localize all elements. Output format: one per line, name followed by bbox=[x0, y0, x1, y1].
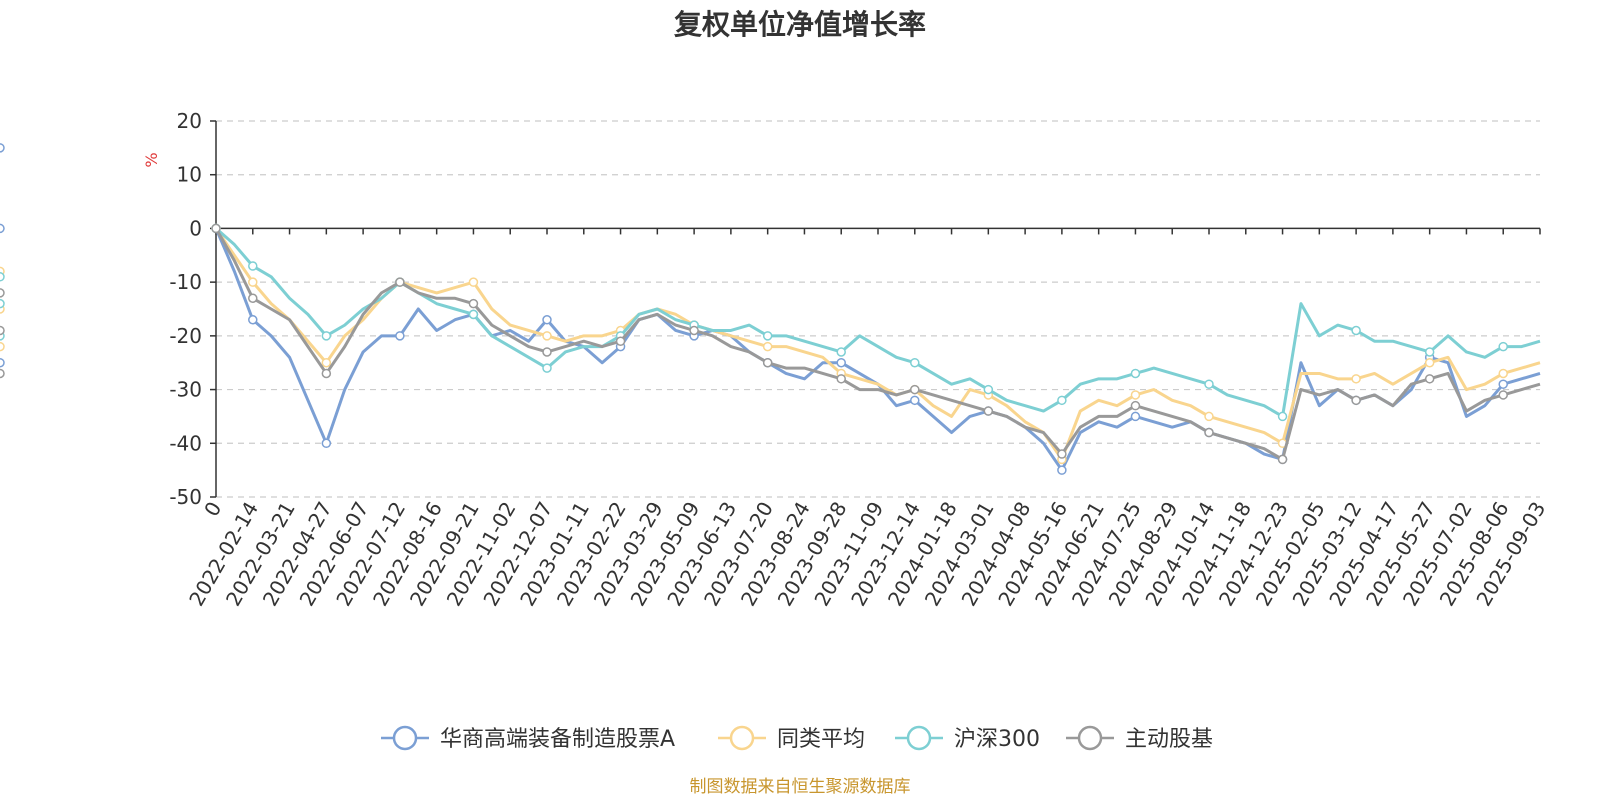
series-line-3 bbox=[214, 227, 1541, 461]
series-point bbox=[1277, 454, 1288, 465]
y-tick-label: 0 bbox=[189, 216, 202, 240]
legend-label: 沪深300 bbox=[954, 727, 1040, 752]
legend[interactable]: 华商高端装备制造股票A 同类平均 沪深300 主动股基 bbox=[381, 725, 1213, 752]
series-point bbox=[395, 331, 405, 341]
x-tick-label: 0 bbox=[199, 498, 226, 521]
legend-label: 华商高端装备制造股票A bbox=[440, 727, 675, 752]
series-point bbox=[762, 341, 773, 352]
series-point bbox=[248, 261, 258, 271]
series-point bbox=[1204, 379, 1214, 389]
y-axis-unit: % bbox=[142, 152, 161, 167]
series-point bbox=[395, 277, 405, 287]
series-point bbox=[248, 293, 258, 304]
series-point bbox=[762, 357, 773, 368]
series-point bbox=[468, 309, 479, 320]
series-point bbox=[248, 277, 258, 287]
series-point bbox=[1130, 368, 1141, 379]
legend-marker bbox=[906, 725, 932, 751]
series-point bbox=[1498, 390, 1508, 400]
series-point bbox=[0, 223, 5, 234]
series-point bbox=[1057, 395, 1067, 406]
y-tick-label: -50 bbox=[169, 485, 202, 509]
series-point bbox=[0, 325, 5, 336]
series-point bbox=[1351, 325, 1361, 336]
series-point bbox=[762, 331, 773, 341]
legend-item-0[interactable]: 华商高端装备制造股票A bbox=[381, 725, 675, 752]
series-point bbox=[0, 298, 5, 309]
y-tick-label: -40 bbox=[169, 431, 202, 455]
series-point bbox=[468, 277, 479, 287]
series-point bbox=[211, 223, 221, 234]
series-point bbox=[321, 368, 332, 379]
gridlines bbox=[216, 120, 1540, 498]
series-lines bbox=[0, 143, 1541, 475]
series-point bbox=[542, 331, 552, 341]
series-point bbox=[1130, 400, 1141, 411]
series-point bbox=[1424, 347, 1435, 357]
series-point bbox=[0, 143, 5, 153]
series-point bbox=[836, 357, 846, 368]
series-point bbox=[0, 272, 5, 282]
legend-label: 同类平均 bbox=[777, 727, 865, 752]
series-point bbox=[1057, 465, 1067, 475]
legend-item-2[interactable]: 沪深300 bbox=[895, 725, 1040, 752]
series-point bbox=[321, 357, 332, 368]
legend-marker bbox=[729, 725, 755, 751]
series-point bbox=[0, 368, 5, 379]
series-line-0 bbox=[214, 227, 1541, 472]
y-tick-label: -20 bbox=[169, 324, 202, 348]
legend-item-1[interactable]: 同类平均 bbox=[718, 725, 865, 752]
series-point bbox=[0, 341, 5, 352]
series-point bbox=[1057, 449, 1067, 459]
series-point bbox=[836, 374, 846, 384]
series-point bbox=[1204, 411, 1214, 422]
series-point bbox=[615, 336, 626, 346]
series-point bbox=[836, 347, 846, 357]
series-point bbox=[1424, 374, 1435, 384]
series-point bbox=[1130, 411, 1141, 422]
series-point bbox=[0, 357, 5, 368]
chart-title: 复权单位净值增长率 bbox=[674, 8, 926, 41]
series-point bbox=[1277, 411, 1288, 422]
series-point bbox=[542, 314, 552, 325]
legend-marker bbox=[1077, 725, 1103, 751]
y-tick-label: -30 bbox=[169, 378, 202, 402]
source-note: 制图数据来自恒生聚源数据库 bbox=[690, 777, 911, 797]
series-point bbox=[689, 325, 699, 336]
series-point bbox=[910, 384, 920, 395]
series-point bbox=[1424, 357, 1435, 368]
series-point bbox=[321, 331, 332, 341]
legend-label: 主动股基 bbox=[1125, 727, 1213, 752]
series-point bbox=[542, 363, 552, 373]
series-point bbox=[1498, 379, 1508, 389]
series-point bbox=[1130, 390, 1141, 400]
series-point bbox=[910, 395, 920, 406]
series-point bbox=[1498, 341, 1508, 352]
series-point bbox=[983, 406, 994, 416]
series-point bbox=[468, 298, 479, 309]
axes: 20100-10-20-30-40-5002022-02-142022-03-2… bbox=[169, 109, 1550, 610]
series-point bbox=[1498, 368, 1508, 379]
legend-item-3[interactable]: 主动股基 bbox=[1066, 725, 1213, 752]
series-line-1 bbox=[214, 227, 1541, 461]
series-point bbox=[983, 384, 994, 395]
y-tick-label: 20 bbox=[177, 109, 202, 133]
series-point bbox=[1204, 427, 1214, 438]
series-point bbox=[321, 438, 332, 449]
series-point bbox=[248, 314, 258, 325]
y-tick-label: 10 bbox=[177, 163, 202, 187]
legend-marker bbox=[392, 725, 418, 751]
series-line-2 bbox=[215, 227, 1541, 418]
series-point bbox=[542, 347, 552, 357]
series-point bbox=[0, 288, 5, 298]
series-point bbox=[910, 357, 920, 368]
series-point bbox=[1351, 374, 1361, 384]
series-point bbox=[1351, 395, 1361, 406]
y-tick-label: -10 bbox=[169, 270, 202, 294]
